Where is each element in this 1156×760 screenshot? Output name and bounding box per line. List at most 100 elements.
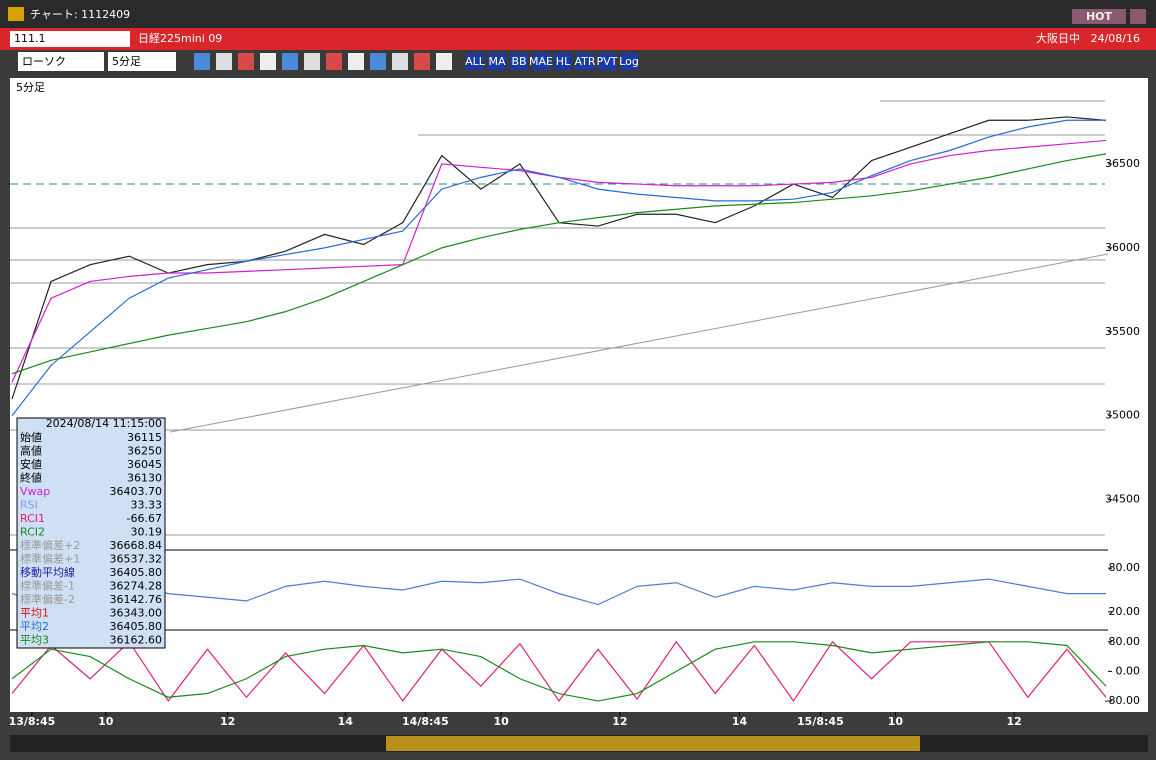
tool-icon[interactable] (326, 53, 342, 70)
x-tick-label: 12 (220, 715, 235, 728)
info-value: 36130 (127, 472, 162, 485)
chart-type-select[interactable] (18, 52, 104, 71)
app-icon (8, 7, 24, 21)
x-tick-label: 12 (1007, 715, 1022, 728)
series-line (11, 119, 1106, 417)
chart-subtitle: 5分足 (16, 81, 45, 94)
tool-icon[interactable] (436, 53, 452, 70)
info-value: 36403.70 (110, 485, 163, 498)
info-value: -66.67 (127, 512, 162, 525)
info-value: 36668.84 (110, 539, 163, 552)
tool-button-label: PVT (597, 55, 618, 68)
info-value: 36250 (127, 445, 162, 458)
tool-button[interactable] (466, 53, 484, 70)
tool-button-label: Log (619, 55, 639, 68)
session: 大阪日中 (1036, 31, 1080, 45)
info-label: RSI (20, 499, 38, 512)
info-box (16, 417, 166, 649)
info-label: 始値 (20, 430, 42, 444)
info-label: 移動平均線 (20, 565, 75, 579)
info-label: 高値 (20, 444, 42, 458)
y-tick-label: 20.00 (1109, 605, 1141, 618)
tool-button[interactable] (488, 53, 506, 70)
tool-icon[interactable] (348, 53, 364, 70)
tool-icon[interactable] (282, 53, 298, 70)
info-label: 安値 (20, 457, 42, 471)
info-label: RCI1 (20, 512, 45, 525)
instrument: 日経225mini 09 (138, 32, 222, 45)
tool-button[interactable] (554, 53, 572, 70)
tool-icon[interactable] (194, 53, 210, 70)
tool-icon[interactable] (370, 53, 386, 70)
level-lines (10, 100, 1109, 536)
series-line (11, 578, 1106, 606)
axis-area (1108, 78, 1148, 712)
hot-button[interactable] (1072, 9, 1126, 24)
info-label: 平均1 (20, 607, 49, 620)
tool-button[interactable] (510, 53, 528, 70)
x-tick-label: 15/8:45 (797, 715, 844, 728)
x-tick-label: 10 (888, 715, 904, 728)
info-value: 36537.32 (110, 553, 163, 566)
hot-label: HOT (1086, 10, 1113, 23)
tool-icon[interactable] (304, 53, 320, 70)
tool-icon[interactable] (392, 53, 408, 70)
close-button[interactable] (1130, 9, 1146, 24)
x-tick-label: 14 (732, 715, 748, 728)
info-label: 標準偏差-1 (20, 579, 75, 593)
tool-button-label: ALL (465, 55, 486, 68)
y-tick-label: 34500 (1105, 493, 1140, 506)
y-tick-label: 36500 (1105, 157, 1140, 170)
tool-button-label: HL (556, 55, 571, 68)
title-bar (0, 0, 1156, 28)
info-value: 36343.00 (110, 607, 163, 620)
tool-button[interactable] (620, 53, 638, 70)
x-tick-label: 12 (612, 715, 627, 728)
tool-button[interactable] (576, 53, 594, 70)
window-title: チャート: 1112409 (30, 8, 130, 21)
info-value: 36045 (127, 458, 162, 471)
tool-icon[interactable] (260, 53, 276, 70)
info-value: 36405.80 (110, 566, 163, 579)
tool-button-label: ATR (574, 55, 595, 68)
x-tick-label: 13/8:45 (9, 715, 56, 728)
info-label: Vwap (20, 485, 50, 498)
y-tick-label: 35000 (1105, 409, 1140, 422)
info-value: 36405.80 (110, 620, 163, 633)
x-tick-label: 10 (98, 715, 114, 728)
info-value: 36115 (127, 431, 162, 444)
chart-type: ローソク (22, 55, 66, 68)
tool-icon[interactable] (414, 53, 430, 70)
info-value: 36274.28 (110, 580, 163, 593)
info-label: RCI2 (20, 526, 45, 539)
info-value: 33.33 (131, 499, 163, 512)
y-tick-label: 80.00 (1109, 561, 1141, 574)
y-tick-label: 36000 (1105, 241, 1140, 254)
y-tick-label: -80.00 (1105, 694, 1140, 707)
interval: 5分足 (112, 55, 141, 68)
info-label: 標準偏差+2 (20, 538, 80, 552)
y-tick-label: 35500 (1105, 325, 1140, 338)
code-input[interactable] (10, 31, 130, 47)
series-line (11, 153, 1107, 375)
y-tick-label: 0.00 (1116, 664, 1141, 677)
info-label: 標準偏差-2 (20, 592, 75, 606)
x-tick-label: 10 (494, 715, 510, 728)
header-bar (0, 28, 1156, 50)
y-tick-label: 80.00 (1109, 635, 1141, 648)
tool-icon[interactable] (238, 53, 254, 70)
info-value: 36162.60 (110, 634, 163, 647)
series-line (11, 640, 1107, 702)
tool-button[interactable] (598, 53, 616, 70)
tool-icon[interactable] (216, 53, 232, 70)
x-tick-label: 14/8:45 (402, 715, 449, 728)
interval-select[interactable] (108, 52, 176, 71)
plot-area (10, 78, 1108, 712)
tool-button[interactable] (532, 53, 550, 70)
tool-button-label: MA (488, 55, 505, 68)
info-value: 36142.76 (110, 593, 163, 606)
x-tick-label: 14 (338, 715, 354, 728)
scroll-thumb[interactable] (386, 736, 920, 751)
tool-button-label: MAE (529, 55, 553, 68)
